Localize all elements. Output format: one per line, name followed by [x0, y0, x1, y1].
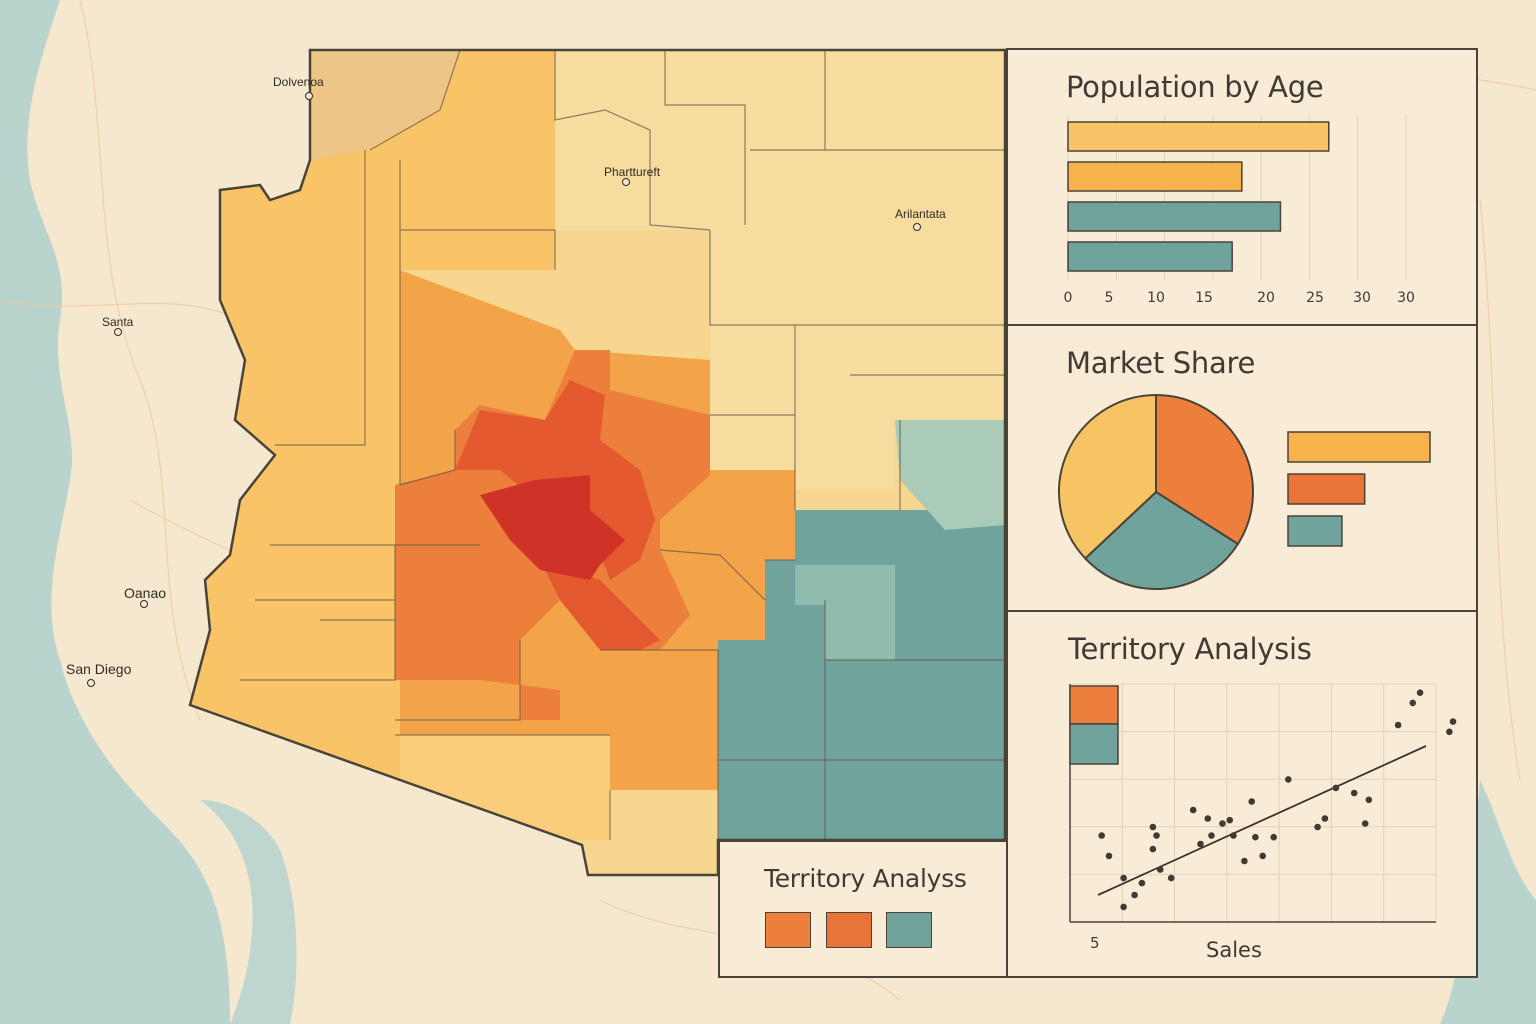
scatter-point [1285, 776, 1292, 783]
pie-slice-0 [1058, 393, 1157, 560]
legend-panel-title: Territory Analyss [764, 864, 967, 893]
population-panel-title: Population by Age [1066, 70, 1324, 104]
region-south-central [400, 735, 610, 840]
scatter-legend-teal [1069, 723, 1119, 765]
pop-tick-label: 20 [1257, 290, 1275, 306]
city-dot-santa [114, 328, 122, 336]
pop-tick-label: 25 [1306, 290, 1324, 306]
market-legend-bar-1 [1287, 473, 1366, 505]
scatter-point [1208, 832, 1215, 839]
scatter-x-label: Sales [1206, 938, 1262, 962]
scatter-legend-orange [1069, 685, 1119, 725]
pop-bar-0 [1067, 121, 1330, 152]
pop-bar-3 [1067, 241, 1233, 272]
region-light-teal-2 [795, 565, 895, 660]
scatter-point [1120, 903, 1127, 911]
scatter-trend-line [1097, 745, 1427, 896]
scatter-point [1105, 852, 1113, 860]
scatter-point [1365, 796, 1373, 804]
pop-tick-label: 30 [1353, 290, 1371, 306]
region-north [555, 50, 1005, 325]
scatter-point [1248, 798, 1256, 805]
scatter-point [1350, 789, 1358, 797]
city-label-oanao: Oanao [124, 585, 167, 601]
scatter-point [1252, 833, 1259, 841]
region-core-red [480, 475, 625, 580]
city-dot-pharttureft [622, 178, 630, 186]
city-dot-san-diego [87, 679, 95, 687]
territory-scatter-chart [1069, 683, 1457, 923]
population-chart: 0 5 10 15 20 25 30 30 [1064, 115, 1415, 306]
territory-analysis-title: Territory Analysis [1068, 632, 1312, 666]
pop-bar-1 [1067, 161, 1243, 192]
ocean-area [0, 0, 230, 1024]
scatter-point [1394, 721, 1402, 729]
pie-slice-2 [1083, 490, 1240, 590]
scatter-point [1416, 689, 1424, 696]
legend-swatch-teal[interactable] [886, 912, 932, 948]
scatter-point [1156, 866, 1164, 873]
scatter-point [1120, 874, 1127, 882]
scatter-point [1449, 718, 1457, 725]
legend-swatch-dark-orange[interactable] [826, 912, 872, 948]
scatter-point [1230, 832, 1237, 839]
pop-bar-2 [1067, 201, 1282, 232]
scatter-point [1314, 823, 1321, 831]
scatter-point [1131, 891, 1138, 899]
legend-swatch-orange[interactable] [765, 912, 811, 948]
scatter-point [1204, 815, 1212, 822]
territory-legend-panel: Territory Analyss [718, 840, 1008, 978]
scatter-x-tick: 5 [1090, 934, 1100, 952]
scatter-point [1332, 784, 1340, 792]
scatter-point [1219, 820, 1226, 827]
region-east-light [710, 325, 1005, 490]
city-dot-oanao [140, 600, 148, 608]
scatter-point [1167, 874, 1175, 882]
scatter-point [1361, 820, 1369, 827]
scatter-point [1446, 728, 1453, 736]
scatter-point [1226, 816, 1234, 824]
scatter-point [1409, 699, 1417, 707]
pop-tick-label: 0 [1064, 290, 1073, 306]
city-dot-arilantata [913, 223, 921, 231]
scatter-point [1149, 845, 1157, 853]
scatter-point [1241, 857, 1248, 865]
city-label-dolvenoa: Dolvenoa [273, 75, 324, 89]
region-light-teal [895, 420, 1005, 530]
bay-area [200, 800, 297, 1024]
region-northwest-corner [310, 50, 460, 160]
market-share-title: Market Share [1066, 346, 1255, 380]
market-legend-bar-0 [1287, 431, 1431, 463]
market-legend-bar-2 [1287, 515, 1343, 547]
county-borders [240, 50, 1005, 840]
pop-tick-label: 15 [1195, 290, 1213, 306]
scatter-point [1098, 832, 1105, 839]
scatter-point [1197, 840, 1204, 848]
scatter-point [1189, 806, 1197, 814]
market-share-panel: Market Share [1006, 324, 1478, 612]
city-dot-dolvenoa [305, 92, 313, 100]
market-share-chart [1058, 393, 1431, 590]
city-label-santa: Santa [102, 315, 134, 329]
scatter-point [1153, 832, 1160, 839]
scatter-point [1270, 833, 1277, 841]
territory-analysis-panel: Territory Analysis 5 Sales [1006, 610, 1478, 978]
region-red-orange-south [540, 560, 660, 650]
scatter-point [1138, 879, 1146, 887]
city-label-san-diego: San Diego [66, 661, 132, 677]
population-panel: Population by Age 0 5 10 15 20 25 30 30 [1006, 48, 1478, 326]
scatter-point [1321, 815, 1329, 822]
pop-tick-label: 5 [1105, 290, 1114, 306]
city-label-pharttureft: Pharttureft [604, 165, 661, 179]
scatter-point [1149, 823, 1157, 831]
pop-tick-label: 30 [1397, 290, 1415, 306]
scatter-point [1259, 852, 1266, 860]
city-label-arilantata: Arilantata [895, 207, 946, 221]
pop-tick-label: 10 [1147, 290, 1165, 306]
region-teal [718, 510, 1005, 840]
